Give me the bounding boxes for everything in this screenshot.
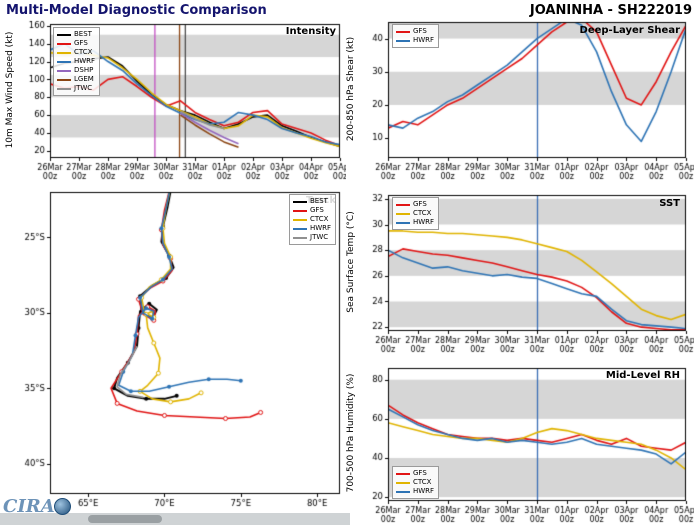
shear-panel-title: Deep-Layer Shear [579,25,680,36]
legend-swatch [57,42,71,45]
cira-logo-text: CIRA [3,496,55,517]
legend-swatch [293,209,307,212]
intensity-y-axis-label: 10m Max Wind Speed (kt) [5,31,15,149]
legend-label: GFS [413,27,427,35]
legend-item-lgem: LGEM [57,75,95,84]
legend-swatch [396,472,410,475]
legend-item-dshp: DSHP [57,66,95,75]
legend-swatch [57,60,71,63]
legend-item-gfs: GFS [57,39,95,48]
cira-logo: CIRA [3,496,71,517]
legend-item-ctcx: CTCX [57,48,95,57]
legend-label: JTWC [310,233,329,241]
legend-item-hwrf: HWRF [396,218,434,227]
legend-label: CTCX [413,478,432,486]
legend-label: GFS [413,200,427,208]
legend-swatch [57,87,71,90]
rh-legend: GFS CTCX HWRF [392,466,440,499]
legend-swatch [396,490,410,493]
globe-icon [53,498,71,515]
legend-swatch [57,78,71,81]
legend-item-gfs: GFS [396,200,434,209]
storm-title: JOANINHA - SH222019 [529,3,692,18]
legend-item-gfs: GFS [396,27,434,36]
legend-label: CTCX [310,215,329,223]
legend-item-gfs: GFS [396,469,434,478]
legend-item-hwrf: HWRF [57,57,95,66]
legend-label: HWRF [413,218,435,226]
intensity-legend: BEST GFS CTCX HWRF DSHP LGEM JTWC [53,27,101,96]
legend-label: HWRF [413,487,435,495]
legend-label: GFS [74,39,88,47]
legend-item-ctcx: CTCX [396,478,434,487]
legend-swatch [293,218,307,221]
legend-swatch [396,39,410,42]
legend-label: JTWC [74,84,93,92]
legend-item-best: BEST [57,30,95,39]
legend-swatch [57,69,71,72]
legend-label: BEST [74,30,92,38]
legend-swatch [396,221,410,224]
legend-label: GFS [310,206,324,214]
legend-swatch [57,51,71,54]
legend-swatch [396,212,410,215]
legend-swatch [293,200,307,203]
rh-panel-title: Mid-Level RH [605,370,680,381]
rh-chart [352,359,694,525]
legend-label: HWRF [413,36,435,44]
intensity-panel-title: Intensity [285,26,336,37]
page-title: Multi-Model Diagnostic Comparison [6,3,267,18]
rh-y-axis-label: 700-500 hPa Humidity (%) [346,373,356,493]
legend-item-gfs: GFS [293,206,331,215]
shear-legend: GFS HWRF [392,24,440,48]
sst-panel-title: SST [659,198,680,209]
legend-label: LGEM [74,75,94,83]
legend-swatch [293,236,307,239]
legend-item-best: BEST [293,197,331,206]
legend-item-hwrf: HWRF [293,224,331,233]
legend-item-ctcx: CTCX [396,209,434,218]
legend-swatch [293,227,307,230]
legend-label: GFS [413,469,427,477]
legend-item-hwrf: HWRF [396,36,434,45]
shear-y-axis-label: 200-850 hPa Shear (kt) [346,36,356,142]
scrollbar-thumb[interactable] [88,515,162,523]
legend-item-jtwc: JTWC [293,233,331,242]
legend-swatch [396,481,410,484]
legend-swatch [396,203,410,206]
legend-item-jtwc: JTWC [57,84,95,93]
legend-swatch [57,33,71,36]
legend-label: HWRF [74,57,96,65]
legend-swatch [396,30,410,33]
legend-item-hwrf: HWRF [396,487,434,496]
legend-item-ctcx: CTCX [293,215,331,224]
legend-label: CTCX [413,209,432,217]
scrollbar-track[interactable] [0,513,350,525]
legend-label: BEST [310,197,328,205]
track-legend: BEST GFS CTCX HWRF JTWC [289,194,337,245]
legend-label: CTCX [74,48,93,56]
sst-legend: GFS CTCX HWRF [392,197,440,230]
legend-label: DSHP [74,66,94,74]
legend-label: HWRF [310,224,332,232]
sst-y-axis-label: Sea Surface Temp (°C) [346,211,356,313]
